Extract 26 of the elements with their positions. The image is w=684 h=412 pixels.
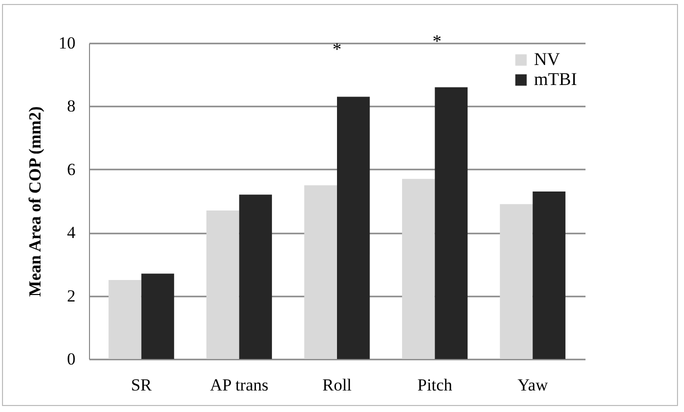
bar	[402, 178, 435, 359]
y-tick-label: 6	[67, 160, 76, 179]
y-tick-label: 2	[67, 286, 76, 306]
x-tick-label: SR	[130, 376, 152, 394]
annotation: *	[432, 31, 442, 51]
bar	[206, 210, 240, 359]
y-tick-label: 8	[67, 96, 76, 116]
y-tick-label: 4	[67, 223, 76, 242]
x-tick-label: Yaw	[517, 376, 549, 394]
legend-label: NV	[534, 49, 560, 69]
bar	[337, 96, 370, 359]
x-tick-label: AP trans	[210, 376, 268, 394]
x-tick-label: Pitch	[417, 376, 453, 394]
y-tick-label: 10	[58, 34, 76, 52]
bar	[239, 194, 272, 359]
bar	[500, 204, 533, 359]
bar	[434, 87, 468, 359]
bar	[532, 192, 566, 359]
legend-label: mTBI	[534, 69, 577, 89]
annotation: *	[332, 39, 342, 59]
y-tick-label: 0	[67, 350, 76, 368]
bar	[141, 274, 174, 359]
x-tick-label: Roll	[322, 376, 352, 394]
y-axis-title: Mean Area of COP (mm2)	[26, 106, 44, 297]
bar	[304, 185, 337, 359]
bar	[108, 280, 142, 359]
